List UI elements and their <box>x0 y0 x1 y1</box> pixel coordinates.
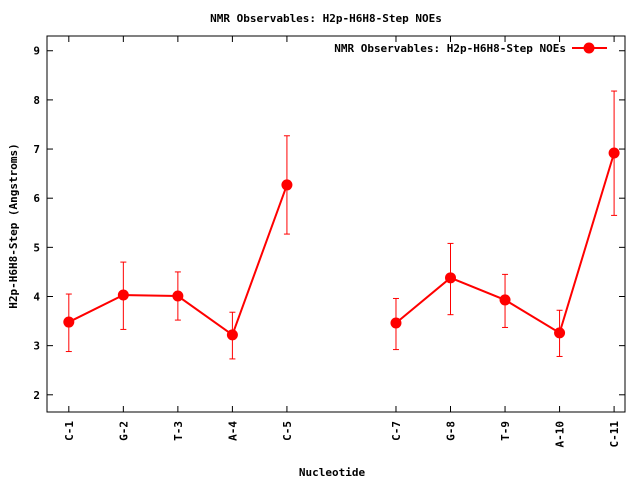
data-point <box>390 317 402 329</box>
x-axis-ticks: C-1 G-2 T-3 A-4 C-5 C-7 G-8 T-9 A-10 C-11 <box>63 36 621 448</box>
x-tick-label: G-8 <box>445 421 458 441</box>
data-point <box>117 289 129 301</box>
x-tick-label: G-2 <box>117 421 130 441</box>
x-axis-label: Nucleotide <box>299 466 366 479</box>
chart-title: NMR Observables: H2p-H6H8-Step NOEs <box>210 12 442 25</box>
y-tick-label: 8 <box>33 94 40 107</box>
y-axis-label: H2p-H6H8-Step (Angstroms) <box>7 143 20 309</box>
x-tick-label: C-1 <box>63 421 76 441</box>
y-tick-label: 3 <box>33 340 40 353</box>
data-point <box>445 272 457 284</box>
y-tick-label: 6 <box>33 192 40 205</box>
legend-label: NMR Observables: H2p-H6H8-Step NOEs <box>334 42 566 55</box>
data-point <box>172 290 184 302</box>
x-tick-label: A-10 <box>554 421 567 448</box>
x-tick-label: T-3 <box>172 421 185 441</box>
plot-frame <box>46 35 626 413</box>
legend-marker <box>583 42 595 54</box>
data-point <box>63 316 75 328</box>
x-tick-label: C-5 <box>281 421 294 441</box>
x-tick-label: C-7 <box>390 421 403 441</box>
data-point <box>281 179 293 191</box>
y-tick-label: 2 <box>33 389 40 402</box>
y-tick-label: 7 <box>33 143 40 156</box>
data-point <box>499 294 511 306</box>
x-tick-label: A-4 <box>226 421 239 441</box>
x-tick-label: T-9 <box>499 421 512 441</box>
x-tick-label: C-11 <box>608 421 621 448</box>
data-point <box>226 329 238 341</box>
data-point <box>608 147 620 159</box>
y-tick-label: 4 <box>33 290 40 303</box>
y-tick-label: 5 <box>33 241 40 254</box>
series-layer <box>63 90 620 360</box>
legend: NMR Observables: H2p-H6H8-Step NOEs <box>334 42 607 55</box>
y-axis-ticks: 2 3 4 5 6 7 8 9 <box>33 45 625 402</box>
data-point <box>554 327 566 339</box>
y-tick-label: 9 <box>33 45 40 58</box>
